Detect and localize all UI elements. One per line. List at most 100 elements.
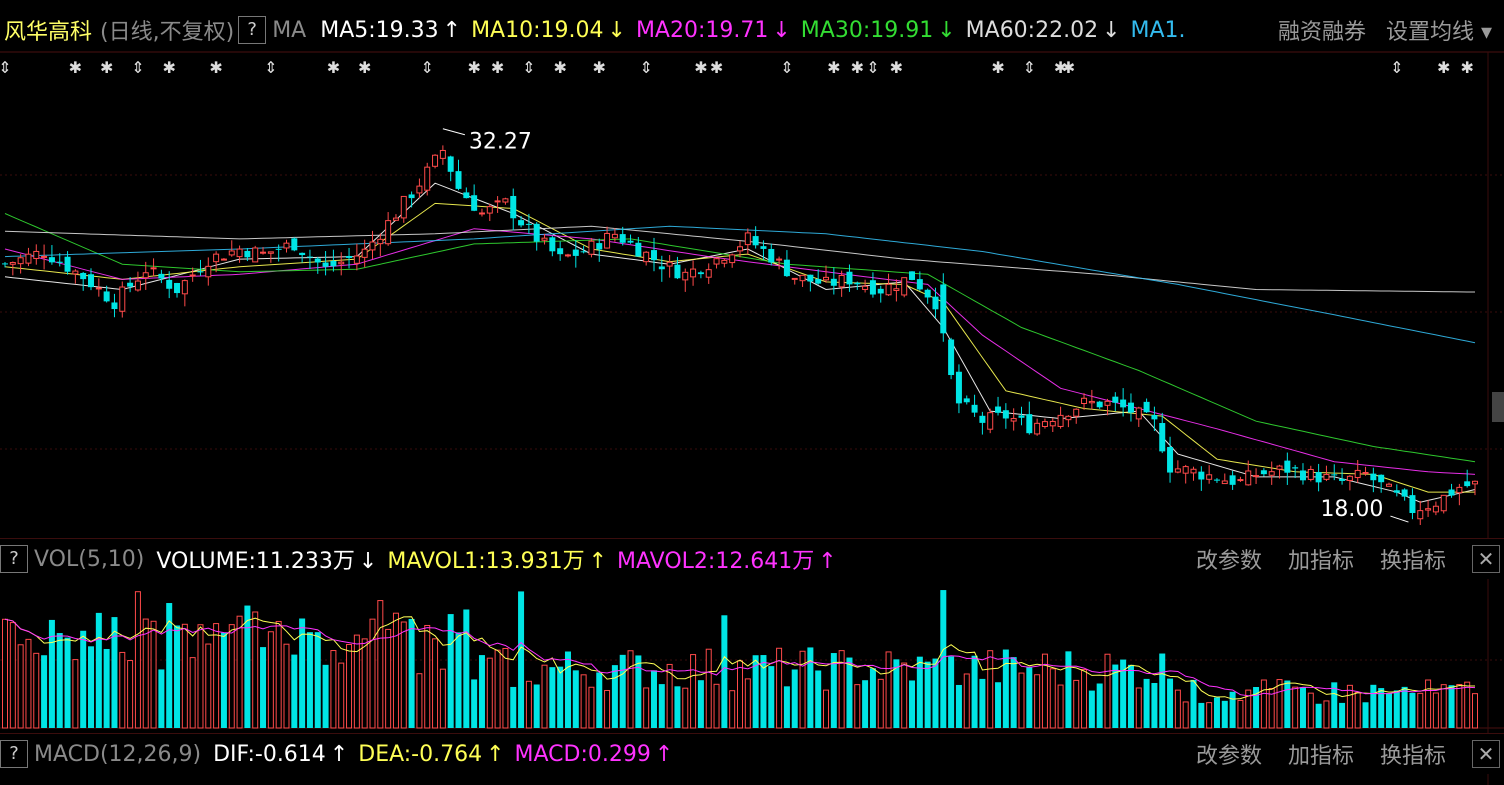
vol-indicator-name[interactable]: VOL(5,10) xyxy=(34,546,145,572)
volume-bar xyxy=(1409,692,1416,728)
volume-bar xyxy=(455,632,462,728)
candle xyxy=(1073,408,1080,424)
price-labels: 32.27 18.00 xyxy=(442,128,1409,523)
candle-body xyxy=(650,250,657,261)
volume-bar xyxy=(807,647,814,728)
vol-help-icon[interactable]: ? xyxy=(0,545,28,573)
candle xyxy=(95,278,102,297)
volume-bar xyxy=(948,656,955,728)
candle xyxy=(134,271,141,292)
event-marker-13: ✱ xyxy=(553,58,566,77)
ma-value-1: MA10:19.04 xyxy=(471,17,604,43)
volume-bar xyxy=(940,590,947,728)
volume-bar xyxy=(752,655,759,728)
help-icon[interactable]: ? xyxy=(238,16,267,44)
candle xyxy=(619,226,626,246)
event-markers-row: ⇕ ✱ ✱ ⇕ ✱ ✱ ⇕ ✱ ✱ ⇕ ✱ ✱ ⇕ ✱ ✱ ⇕ ✱ ✱ ⇕ ✱ ✱ ⇕ ✱ ✱ ⇕ ✱✱ ⇕ ✱ ✱ xyxy=(0,58,1474,77)
candle-body xyxy=(721,259,728,264)
candle-body xyxy=(909,271,916,280)
candle-body xyxy=(189,274,196,277)
volume-bar xyxy=(1331,682,1338,728)
candle-body xyxy=(1151,415,1158,420)
candle xyxy=(306,249,313,269)
macd-indicator-name[interactable]: MACD(12,26,9) xyxy=(34,741,202,767)
vol-add-indicator-button[interactable]: 加指标 xyxy=(1287,549,1354,574)
candle-body xyxy=(940,284,947,334)
candle-body xyxy=(619,234,626,243)
stock-name[interactable]: 风华高科 xyxy=(4,20,93,45)
candle-body xyxy=(1276,465,1283,470)
ma-value-3: MA30:19.91 xyxy=(800,17,934,43)
candle-body xyxy=(1464,481,1471,487)
vol-change-params-button[interactable]: 改参数 xyxy=(1195,549,1262,574)
macd-values: DIF:-0.614 ↑ DEA:-0.764 ↑ MACD:0.299 ↑ xyxy=(213,742,683,767)
event-marker-5: ✱ xyxy=(209,58,222,77)
ma-label[interactable]: MA xyxy=(272,17,307,43)
event-marker-16: ✱ xyxy=(694,58,707,77)
macd-close-icon[interactable]: ✕ xyxy=(1472,740,1500,768)
volume-bar xyxy=(916,656,923,728)
candle-body xyxy=(1127,402,1134,413)
volume-bar xyxy=(869,668,876,728)
period-label[interactable]: (日线,不复权) xyxy=(100,20,235,45)
event-marker-4: ✱ xyxy=(162,58,175,77)
candle-body xyxy=(525,223,532,225)
candle-body xyxy=(127,282,134,287)
volume-bar xyxy=(1229,691,1236,728)
volume-bar xyxy=(424,624,431,729)
candle-body xyxy=(588,240,595,255)
low-price-label: 18.00 xyxy=(1320,497,1383,522)
candle xyxy=(377,233,384,257)
candle xyxy=(721,258,728,268)
macd-add-indicator-button[interactable]: 加指标 xyxy=(1287,744,1354,769)
candle-body xyxy=(463,192,470,199)
volume-bar xyxy=(1401,686,1408,728)
candle xyxy=(604,226,611,249)
candle xyxy=(518,216,525,228)
candle-body xyxy=(1104,400,1111,406)
candle-body xyxy=(299,252,306,256)
volume-bar xyxy=(713,683,720,729)
candle xyxy=(823,265,830,283)
volume-bar xyxy=(1315,703,1322,728)
event-marker-12: ⇕ xyxy=(522,58,535,77)
volume-bar xyxy=(1112,664,1119,728)
candle-body xyxy=(541,237,548,241)
event-marker-2: ✱ xyxy=(100,58,113,77)
macd-value-2: MACD:0.299 xyxy=(514,741,651,767)
volume-bar xyxy=(1362,702,1369,728)
candle xyxy=(627,234,634,244)
candle-body xyxy=(17,257,24,265)
volume-bar xyxy=(385,628,392,729)
vol-close-icon[interactable]: ✕ xyxy=(1472,545,1500,573)
volume-bar xyxy=(346,643,353,729)
candle-body xyxy=(580,251,587,253)
scrollbar-thumb[interactable] xyxy=(1492,392,1504,422)
candle-body xyxy=(1432,505,1439,513)
macd-change-params-button[interactable]: 改参数 xyxy=(1195,744,1262,769)
event-marker-18: ⇕ xyxy=(780,58,793,77)
candle-body xyxy=(1206,474,1213,480)
macd-help-icon[interactable]: ? xyxy=(0,740,28,768)
set-ma-button[interactable]: 设置均线 ▾ xyxy=(1385,20,1492,45)
candle-body xyxy=(877,288,884,294)
margin-trading-button[interactable]: 融资融券 xyxy=(1277,20,1366,45)
volume-bar xyxy=(1151,682,1158,728)
candle-body xyxy=(64,256,71,272)
ma120-line xyxy=(4,225,1476,344)
vol-switch-indicator-button[interactable]: 换指标 xyxy=(1379,549,1446,574)
candle-body xyxy=(1026,414,1033,434)
candle-body xyxy=(1057,414,1064,427)
volume-bar xyxy=(471,679,478,728)
macd-switch-indicator-button[interactable]: 换指标 xyxy=(1379,744,1446,769)
candle xyxy=(525,213,532,234)
volume-bar xyxy=(1041,653,1048,729)
volume-bar xyxy=(697,680,704,728)
candle xyxy=(56,253,63,267)
candle-body xyxy=(41,255,48,258)
candle xyxy=(260,247,267,255)
candle xyxy=(25,247,32,267)
candle-body xyxy=(283,242,290,249)
volume-bar xyxy=(1354,691,1361,729)
